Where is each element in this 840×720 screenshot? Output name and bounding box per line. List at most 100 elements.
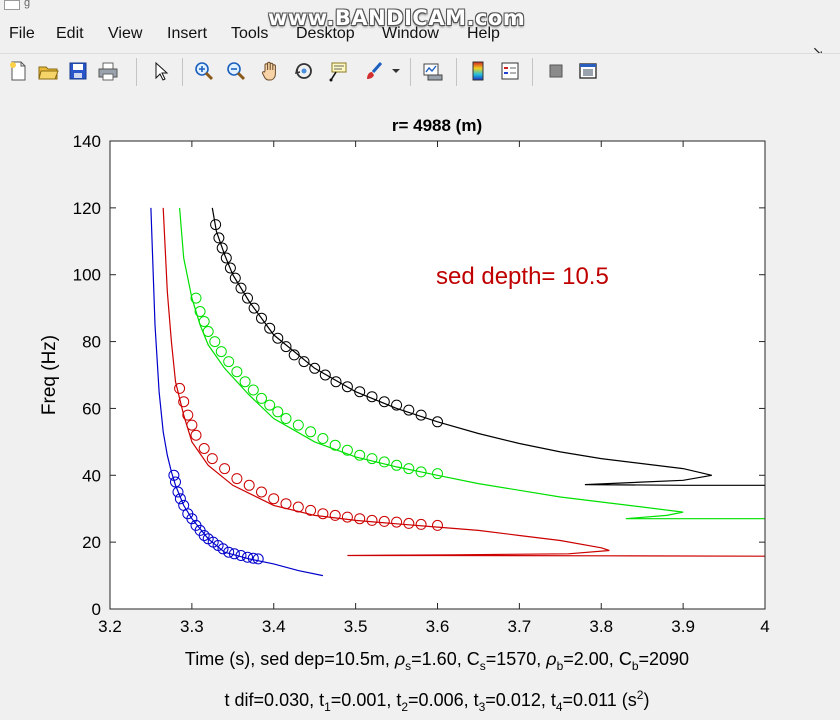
pan-hand-icon[interactable] [256,57,284,85]
series-3-marker [391,399,403,411]
menu-bar: File Edit View Insert Tools Desktop Wind… [0,19,840,59]
series-1-marker [219,463,231,475]
series-3-marker [366,391,378,403]
rotate-3d-icon[interactable] [290,57,318,85]
series-2-marker [190,292,202,304]
x-tick-label: 3.5 [344,617,368,636]
series-1-marker [292,501,304,513]
undock-arrow-icon[interactable]: ↘ [812,43,824,59]
new-figure-icon[interactable] [4,57,32,85]
colorbar-icon[interactable] [464,57,492,85]
series-3-marker [319,369,331,381]
menu-tools[interactable]: Tools [231,25,269,42]
series-0-marker [174,493,186,505]
series-2-marker [202,326,214,337]
menu-file[interactable]: File [9,25,35,42]
save-icon[interactable] [64,57,92,85]
series-1-marker [206,453,218,465]
series-2-marker [305,426,317,438]
x-tick-label: 3.2 [98,617,122,636]
series-3-marker [378,396,390,408]
menu-window[interactable]: Window [382,25,439,42]
plot-svg: 3.2 3.3 3.4 3.5 3.6 3.7 3.8 3.9 4020406080100120… [39,116,770,714]
zoom-in-icon[interactable] [190,57,218,85]
dropdown-arrow-icon[interactable] [388,57,404,85]
y-tick-label: 120 [73,199,101,218]
x-tick-label: 3.9 [671,617,695,636]
series-2-marker [378,456,390,468]
series-3-marker [248,302,260,314]
series-0-marker [198,530,210,541]
series-1-marker [198,443,210,454]
series-3-marker [341,381,353,393]
y-tick-label: 100 [73,266,101,285]
menu-help[interactable]: Help [467,25,500,42]
legend-icon[interactable] [496,57,524,85]
show-plot-tools-icon[interactable] [574,57,602,85]
series-3-marker [298,356,310,368]
brush-icon[interactable] [360,57,388,85]
series-3-marker [415,409,427,421]
series-2-marker [329,439,341,451]
y-axis-label: Freq (Hz) [39,335,60,415]
series-1-marker [329,509,341,521]
hide-plot-tools-icon[interactable] [542,57,570,85]
x-tick-label: 3.3 [180,617,204,636]
figure-window-icon [4,0,20,10]
toolbar-separator [532,58,533,86]
bandicam-watermark: www.BANDICAM.com [268,6,526,30]
series-3-marker [309,362,321,374]
open-file-icon[interactable] [34,57,62,85]
axes-background[interactable] [110,141,765,609]
series-1-marker [268,493,280,505]
zoom-out-icon[interactable] [222,57,250,85]
series-2-marker [256,392,267,404]
y-tick-label: 80 [82,333,101,352]
series-3-marker [229,272,241,284]
series-0-marker [186,513,198,525]
series-2-marker [247,384,259,396]
series-2-marker [366,453,378,465]
pointer-icon[interactable] [146,57,174,85]
series-0-marker [172,486,184,498]
series-1-marker [403,517,415,529]
series-1-marker [391,516,403,528]
series-0-marker [235,550,247,561]
series-1-marker [280,498,292,510]
y-tick-label: 0 [92,600,101,619]
menu-insert[interactable]: Insert [167,25,208,42]
series-3-marker [288,349,300,361]
series-3-marker [213,232,225,244]
x-tick-label: 3.6 [426,617,450,636]
series-2-marker [209,336,221,348]
series-3-marker [272,332,284,344]
print-icon[interactable] [94,57,122,85]
series-3-marker [403,404,415,416]
series-0-marker [247,552,259,564]
menu-edit[interactable]: Edit [56,25,84,42]
series-1-marker [186,419,198,431]
series-1-marker [178,396,190,408]
toolbar-separator [182,58,183,86]
series-3-marker [264,322,276,334]
series-1-marker [432,519,443,531]
series-2-marker [194,306,206,317]
series-0 [150,207,324,577]
menu-desktop[interactable]: Desktop [296,25,355,42]
series-0-marker [170,476,181,488]
series-1-marker [190,429,202,441]
series-0-marker [223,546,235,558]
series-0-marker [252,553,264,565]
series-3-marker [354,386,366,398]
series-3-marker [224,262,236,274]
series-2-marker [223,356,235,368]
series-2-marker [239,376,251,388]
series-3-marker [235,282,247,294]
x-axis-label: Time (s), sed dep=10.5m, ρs=1.60, Cs=157… [185,649,689,673]
series-1-marker [182,409,194,421]
data-cursor-icon[interactable] [324,57,352,85]
series-3-marker [432,416,443,428]
menu-view[interactable]: View [108,25,143,42]
link-plot-icon[interactable] [418,57,446,85]
chart-title: r= 4988 (m) [392,116,482,135]
